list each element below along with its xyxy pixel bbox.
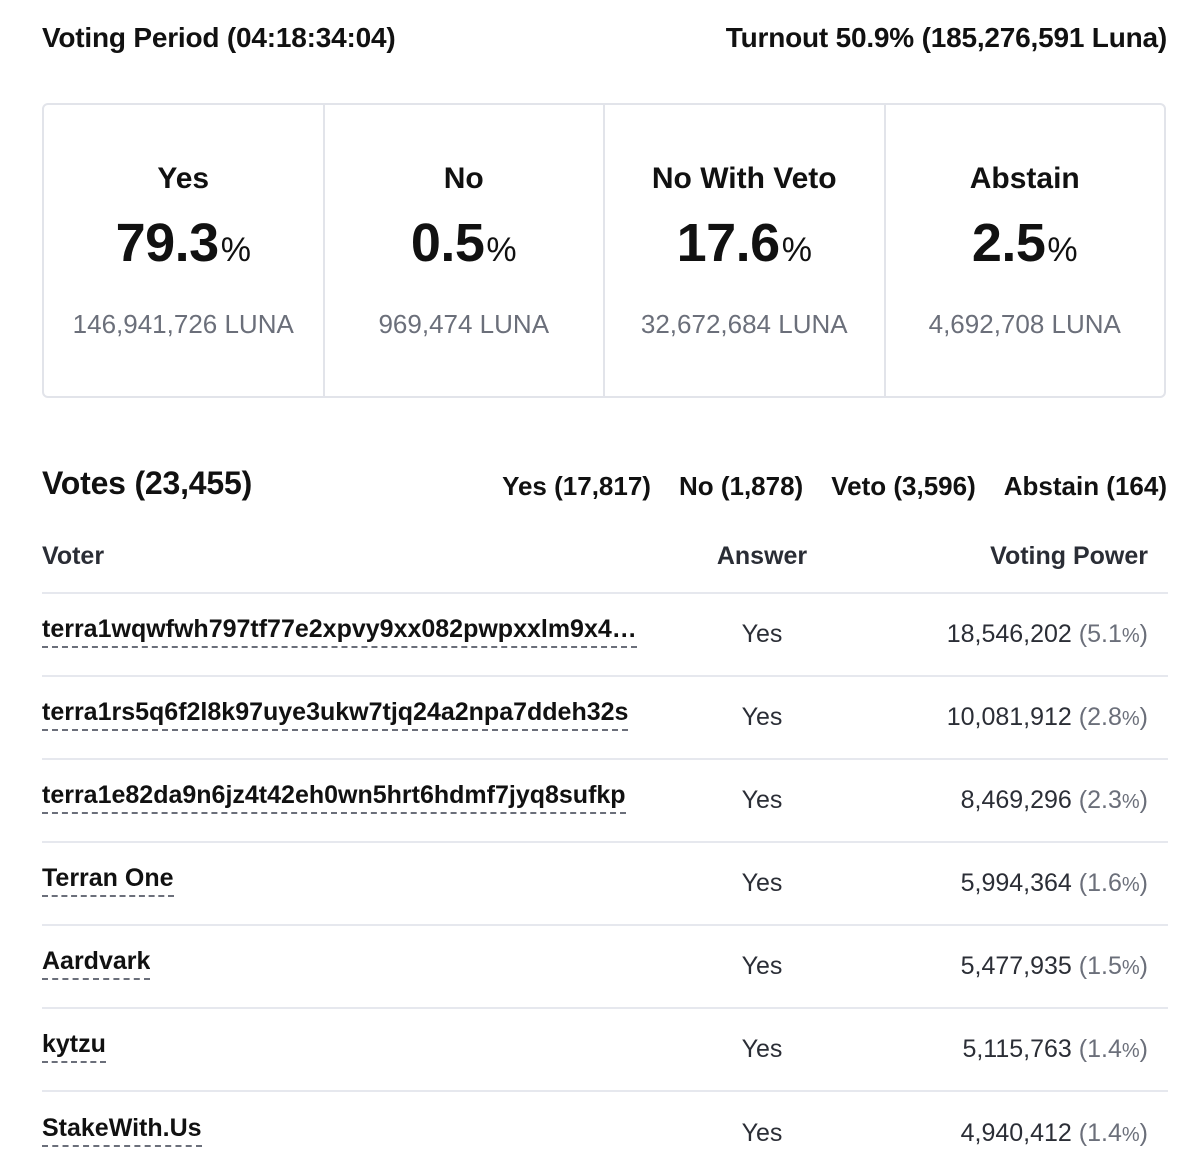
summary-percent: 2.5% (971, 213, 1078, 273)
voting-power-cell: 4,940,412 (1.4%) (960, 1119, 1148, 1147)
voting-power-cell: 10,081,912 (2.8%) (946, 703, 1148, 731)
answer-cell: Yes (741, 952, 783, 980)
answer-cell: Yes (741, 620, 783, 648)
summary-percent: 79.3% (115, 213, 251, 273)
answer-cell: Yes (741, 786, 783, 814)
voter-link[interactable]: terra1rs5q6f2l8k97uye3ukw7tjq24a2npa7dde… (42, 698, 629, 731)
summary-card-veto: No With Veto 17.6% 32,672,684 LUNA (605, 105, 886, 396)
table-header: Voter Answer Voting Power (42, 520, 1168, 594)
answer-cell: Yes (741, 703, 783, 731)
table-row: terra1rs5q6f2l8k97uye3ukw7tjq24a2npa7dde… (42, 677, 1168, 760)
summary-amount: 969,474 LUNA (378, 309, 550, 339)
vote-filter-tabs: Yes (17,817) No (1,878) Veto (3,596) Abs… (502, 471, 1167, 502)
voting-power-cell: 8,469,296 (2.3%) (960, 786, 1148, 814)
voter-link[interactable]: StakeWith.Us (42, 1114, 202, 1147)
table-row: terra1e82da9n6jz4t42eh0wn5hrt6hdmf7jyq8s… (42, 760, 1168, 843)
summary-card-abstain: Abstain 2.5% 4,692,708 LUNA (886, 105, 1165, 396)
voting-power-cell: 5,477,935 (1.5%) (960, 952, 1148, 980)
table-row: kytzu Yes 5,115,763 (1.4%) (42, 1009, 1168, 1092)
summary-amount: 4,692,708 LUNA (928, 309, 1121, 339)
filter-veto-button[interactable]: Veto (3,596) (831, 470, 976, 501)
filter-no-button[interactable]: No (1,878) (678, 470, 804, 501)
table-row: terra1wqwfwh797tf77e2xpvy9xx082pwpxxlm9x… (42, 594, 1168, 677)
voting-power-cell: 5,994,364 (1.6%) (960, 869, 1148, 897)
summary-amount: 146,941,726 LUNA (72, 309, 294, 339)
table-row: Terran One Yes 5,994,364 (1.6%) (42, 843, 1168, 926)
summary-label: No (443, 162, 484, 195)
turnout: Turnout 50.9% (185,276,591 Luna) (725, 22, 1167, 53)
voter-link[interactable]: terra1e82da9n6jz4t42eh0wn5hrt6hdmf7jyq8s… (42, 781, 626, 814)
filter-yes-button[interactable]: Yes (17,817) (502, 470, 651, 501)
voting-power-cell: 5,115,763 (1.4%) (962, 1035, 1148, 1063)
answer-cell: Yes (741, 1035, 783, 1063)
column-header-voting-power: Voting Power (990, 541, 1148, 570)
votes-title: Votes (23,455) (42, 464, 253, 501)
voter-link[interactable]: Aardvark (42, 947, 151, 980)
voter-link[interactable]: terra1wqwfwh797tf77e2xpvy9xx082pwpxxlm9x… (42, 615, 637, 648)
column-header-voter: Voter (42, 541, 105, 570)
votes-table: Voter Answer Voting Power terra1wqwfwh79… (42, 520, 1168, 1175)
summary-label: Yes (157, 162, 210, 195)
voter-link[interactable]: kytzu (42, 1030, 106, 1063)
answer-cell: Yes (741, 1119, 783, 1147)
summary-label: No With Veto (651, 162, 837, 195)
answer-cell: Yes (741, 869, 783, 897)
summary-percent: 17.6% (676, 213, 812, 273)
summary-card-no: No 0.5% 969,474 LUNA (325, 105, 605, 396)
summary-card-yes: Yes 79.3% 146,941,726 LUNA (44, 105, 325, 396)
table-row: StakeWith.Us Yes 4,940,412 (1.4%) (42, 1092, 1168, 1175)
summary-amount: 32,672,684 LUNA (640, 309, 848, 339)
vote-summary: Yes 79.3% 146,941,726 LUNA No 0.5% 969,4… (42, 103, 1166, 398)
summary-percent: 0.5% (410, 213, 517, 273)
column-header-answer: Answer (716, 541, 808, 570)
summary-label: Abstain (969, 162, 1080, 195)
proposal-header: Voting Period (04:18:34:04) Turnout 50.9… (42, 18, 1167, 58)
voter-link[interactable]: Terran One (42, 864, 174, 897)
voting-period: Voting Period (04:18:34:04) (42, 22, 396, 53)
votes-header: Votes (23,455) Yes (17,817) No (1,878) V… (42, 458, 1167, 508)
voting-power-cell: 18,546,202 (5.1%) (946, 620, 1148, 648)
filter-abstain-button[interactable]: Abstain (164) (1003, 470, 1167, 501)
table-row: Aardvark Yes 5,477,935 (1.5%) (42, 926, 1168, 1009)
